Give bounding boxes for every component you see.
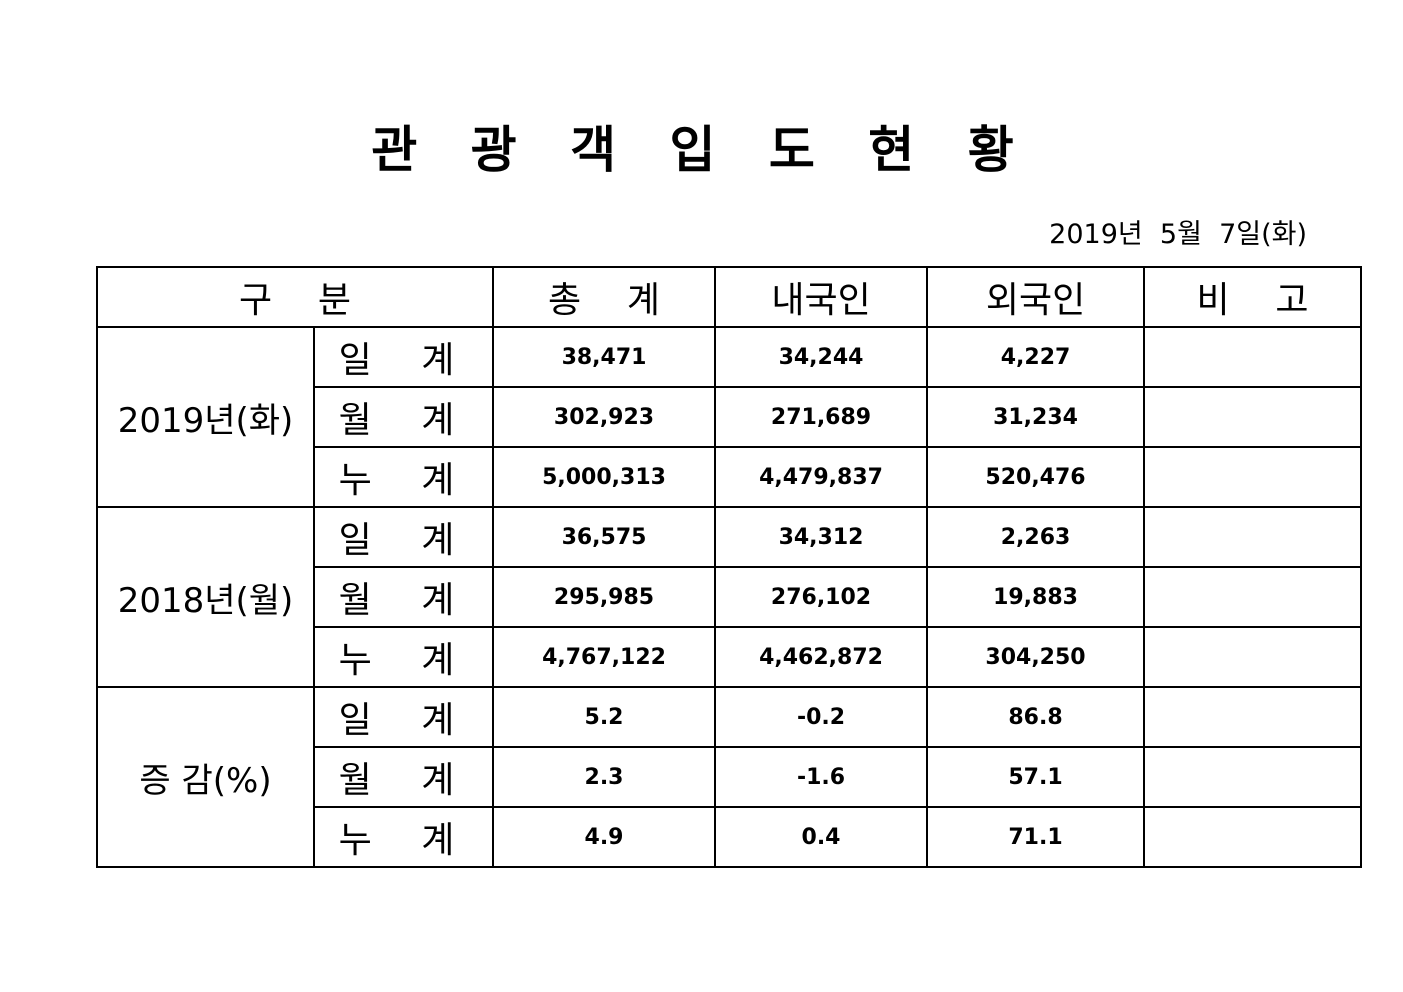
header-cell: 내국인 [714,266,929,328]
value-cell: 5.2 [492,686,717,748]
header-cell: 총 계 [492,266,717,328]
date: 2019년 5월 7일(화) [1049,219,1307,250]
value-cell: -0.2 [714,686,929,748]
value-cell: 0.4 [714,806,929,868]
remark-cell [1143,686,1363,748]
value-cell: 4,227 [926,326,1146,388]
value-cell: 19,883 [926,566,1146,628]
remark-cell [1143,746,1363,808]
row-label: 월 계 [312,566,495,628]
row-label: 월 계 [312,386,495,448]
row-label: 누 계 [312,626,495,688]
value-cell: 36,575 [492,506,717,568]
header-cell: 구 분 [95,266,495,328]
value-cell: 38,471 [492,326,717,388]
value-cell: 34,312 [714,506,929,568]
row-label: 누 계 [312,806,495,868]
value-cell: 31,234 [926,386,1146,448]
remark-cell [1143,386,1363,448]
remark-cell [1143,446,1363,508]
data-row: 2018년(월) 일 계 36,575 34,312 2,263 [96,506,1363,688]
row-label: 일 계 [312,326,495,388]
value-cell: 4,479,837 [714,446,929,508]
value-cell: 57.1 [926,746,1146,808]
data-row: 누 계 5,000,313 4,479,837 520,476 [97,446,1363,508]
remark-cell [1143,326,1363,388]
value-cell: 271,689 [714,386,929,448]
remark-cell [1143,506,1363,568]
data-row: 누 계 4.9 0.4 71.1 [97,806,1363,868]
value-cell: 34,244 [714,326,929,388]
value-cell: 520,476 [926,446,1146,508]
value-cell: 276,102 [714,566,929,628]
header-cell: 외국인 [926,266,1146,328]
value-cell: 4,767,122 [492,626,717,688]
row-label: 월 계 [312,746,495,808]
row-label: 일 계 [312,506,495,568]
title: 관 광 객 입 도 현 황 [371,121,1032,179]
value-cell: 4.9 [492,806,717,868]
data-row: 월 계 2.3 -1.6 57.1 [97,746,1363,808]
group-label: 2019년(화) [96,326,315,508]
data-row: 누 계 4,767,122 4,462,872 304,250 [97,626,1363,688]
value-cell: 295,985 [492,566,717,628]
header-cell: 비 고 [1143,266,1363,328]
row-label: 일 계 [312,686,495,748]
data-row: 월 계 302,923 271,689 31,234 [97,386,1363,448]
value-cell: 2,263 [926,506,1146,568]
remark-cell [1143,566,1363,628]
value-cell: 5,000,313 [492,446,717,508]
value-cell: 4,462,872 [714,626,929,688]
value-cell: 304,250 [926,626,1146,688]
data-row: 증 감(%) 일 계 5.2 -0.2 86.8 [96,686,1363,868]
group-label: 2018년(월) [96,506,315,688]
value-cell: -1.6 [714,746,929,808]
group-label: 증 감(%) [96,686,315,868]
value-cell: 86.8 [926,686,1146,748]
value-cell: 302,923 [492,386,717,448]
value-cell: 71.1 [926,806,1146,868]
data-row: 2019년(화) 일 계 38,471 34,244 4,227 [96,326,1363,508]
remark-cell [1143,626,1363,688]
row-label: 누 계 [312,446,495,508]
data-row: 월 계 295,985 276,102 19,883 [97,566,1363,628]
remark-cell [1143,806,1363,868]
value-cell: 2.3 [492,746,717,808]
